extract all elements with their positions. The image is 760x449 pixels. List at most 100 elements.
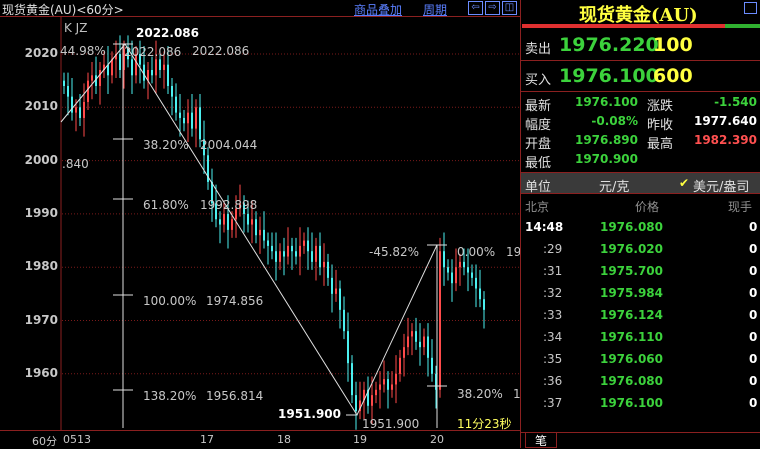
chart-canvas: [60, 17, 520, 430]
stat-value: -1.540: [714, 95, 757, 109]
candle-body: [427, 336, 429, 358]
buy-label: 买入: [525, 73, 552, 88]
fib-label: 38.20%: [457, 387, 503, 401]
candle-body: [439, 251, 441, 390]
tick-time: :36: [543, 374, 563, 388]
candle-body: [467, 267, 469, 273]
tick-price: 1976.020: [599, 242, 663, 256]
candle-body: [123, 48, 125, 70]
candle-body: [135, 54, 137, 76]
y-tick: 1970: [24, 312, 58, 327]
fib-label: 138.20%: [143, 389, 197, 403]
stat-label: 最低: [525, 156, 552, 171]
tick-volume: 0: [749, 374, 758, 388]
candle-body: [447, 267, 449, 273]
tick-time: :31: [543, 264, 563, 278]
candle-body: [211, 181, 213, 204]
candle-body: [483, 299, 485, 310]
fib-label: 19: [506, 245, 522, 259]
candlestick-chart[interactable]: K JZ 2020 2010 2000 1990 1980 1970 1960 44.98%…: [0, 17, 522, 431]
candle-body: [79, 107, 81, 118]
sell-ratio-bar: [522, 24, 725, 28]
sell-price: 1976.220: [559, 34, 659, 56]
candle-body: [247, 213, 249, 225]
candle-body: [363, 389, 365, 401]
period-link[interactable]: 周期: [423, 3, 448, 17]
time-axis: 60分 0513 17 18 19 20: [0, 430, 520, 448]
candle-body: [291, 245, 293, 252]
scroll-left-button[interactable]: ⇦: [468, 1, 483, 15]
stat-value: 1976.890: [574, 133, 638, 147]
fib-label: 100.00%: [143, 294, 197, 308]
candle-body: [339, 288, 341, 310]
tick-time: :33: [543, 308, 563, 322]
y-tick: 2000: [24, 152, 58, 167]
fib-label: 1974.856: [206, 294, 264, 308]
candle-body: [115, 54, 117, 60]
candle-body: [203, 139, 205, 156]
candle-body: [231, 219, 233, 230]
candle-body: [367, 389, 369, 406]
sell-volume: 100: [653, 34, 693, 56]
candle-body: [167, 64, 169, 86]
low-price-label: 1951.900: [278, 407, 342, 421]
stat-value: -0.08%: [591, 114, 638, 128]
candle-body: [263, 229, 265, 241]
buy-volume: 600: [653, 65, 693, 87]
countdown-label: 11分23秒: [457, 417, 512, 431]
candle-body: [227, 213, 229, 230]
sell-label: 卖出: [525, 42, 552, 57]
candle-body: [471, 272, 473, 278]
tick-price: 1976.060: [599, 352, 663, 366]
stat-value: 1976.100: [574, 95, 638, 109]
tick-price: 1976.080: [599, 374, 663, 388]
candle-body: [107, 64, 109, 76]
candle-body: [87, 80, 89, 102]
tick-volume: 0: [749, 286, 758, 300]
quote-panel: 现货黄金(AU) 卖出 1976.220 100 买入 1976.100 600…: [520, 0, 760, 448]
fib-label: -45.82%: [369, 245, 420, 259]
candle-body: [171, 85, 173, 97]
maximize-icon[interactable]: [744, 2, 757, 14]
candle-body: [103, 64, 105, 70]
candle-body: [83, 101, 85, 118]
candle-body: [299, 245, 301, 257]
unit-cny-option[interactable]: 元/克: [599, 180, 630, 195]
unit-usd-option[interactable]: 美元/盎司: [693, 180, 750, 195]
candle-body: [435, 373, 437, 390]
candle-body: [207, 155, 209, 182]
candle-body: [279, 251, 281, 262]
scroll-right-button[interactable]: ⇨: [485, 1, 500, 15]
candle-body: [315, 245, 317, 262]
fib-label: 2022.086: [124, 45, 182, 59]
stat-label: 涨跌: [647, 99, 674, 114]
stat-value: 1970.900: [574, 152, 638, 166]
layout-button[interactable]: ◫: [502, 1, 517, 15]
candle-body: [371, 395, 373, 406]
fib-label: 1956.814: [206, 389, 264, 403]
checkmark-icon: ✔: [679, 176, 690, 190]
overlay-link[interactable]: 商品叠加: [354, 3, 403, 17]
candle-body: [351, 363, 353, 396]
stat-label: 幅度: [525, 118, 552, 133]
candle-body: [255, 219, 257, 236]
unit-bar: 单位 元/克 ✔ 美元/盎司: [521, 172, 760, 195]
fib-label: 38.20%: [143, 138, 189, 152]
tab-trades[interactable]: 笔: [525, 432, 557, 448]
chart-title: 现货黄金(AU)<60分>: [2, 3, 124, 17]
tick-time: :29: [543, 242, 563, 256]
stat-label: 最高: [647, 137, 674, 152]
candle-body: [423, 336, 425, 348]
candle-body: [355, 395, 357, 412]
candle-body: [335, 288, 337, 294]
candle-body: [223, 213, 225, 225]
buy-price: 1976.100: [559, 65, 659, 87]
candle-body: [343, 309, 345, 332]
candle-body: [183, 117, 185, 124]
candle-body: [63, 80, 65, 86]
fib-label: 1992.898: [200, 198, 258, 212]
fib-label: 2004.044: [200, 138, 258, 152]
tick-price: 1976.110: [599, 330, 663, 344]
fib-label: 1951.900: [362, 417, 420, 431]
fib-label: 2022.086: [192, 44, 250, 58]
